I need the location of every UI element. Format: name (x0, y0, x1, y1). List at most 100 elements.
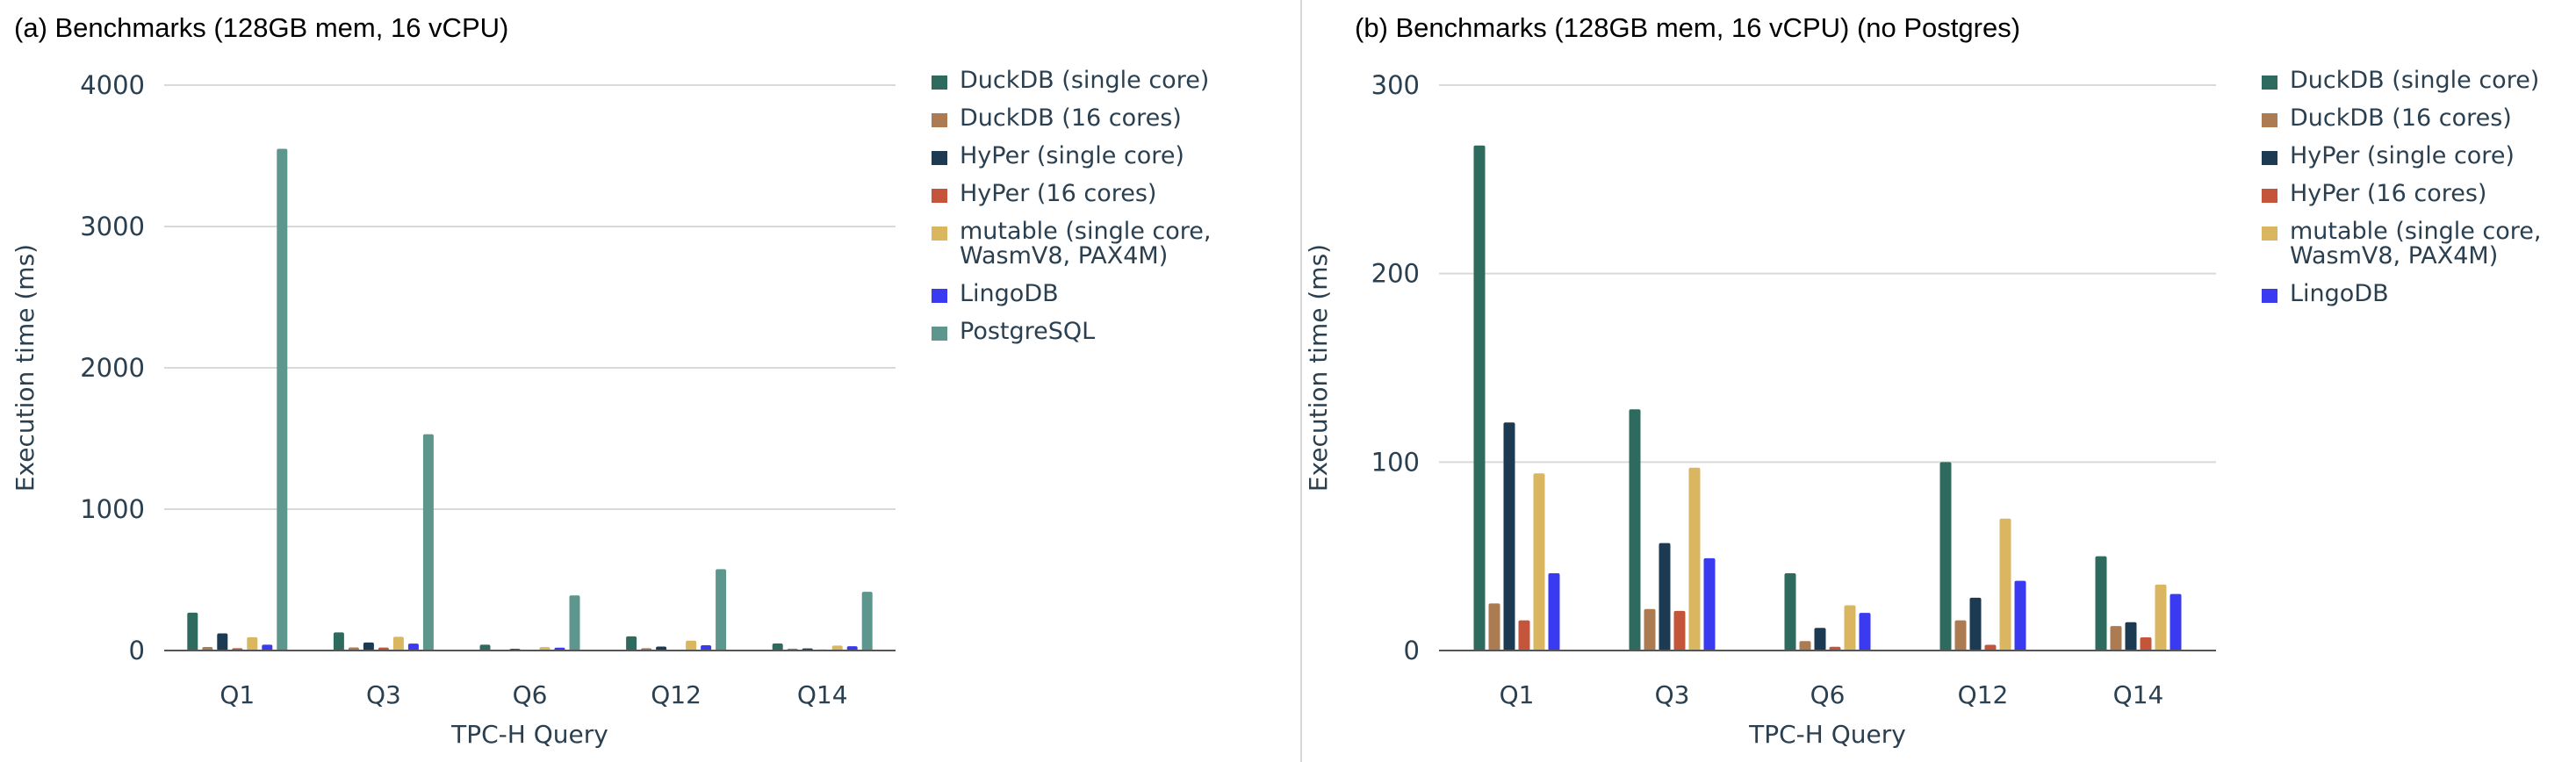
bar-duckdb-single-core-q12 (1939, 462, 1952, 651)
x-tick-label: Q14 (2113, 680, 2164, 709)
x-axis-title: TPC-H Query (1748, 720, 1906, 749)
bar-hyper-16-cores-q1 (1518, 620, 1530, 651)
bar-hyper-single-core-q3 (363, 642, 374, 651)
bar-lingodb-q3 (407, 643, 419, 651)
bar-duckdb-16-cores-q3 (1644, 608, 1656, 651)
legend-swatch (2262, 151, 2277, 165)
bar-duckdb-single-core-q1 (187, 612, 198, 651)
x-axis-title: TPC-H Query (450, 720, 608, 749)
legend-label: mutable (single core, WasmV8, PAX4M) (2290, 218, 2542, 270)
bar-lingodb-q1 (1548, 572, 1560, 651)
bar-duckdb-16-cores-q6 (1799, 641, 1811, 651)
legend-swatch (932, 226, 947, 241)
legend-item[interactable]: HyPer (single core) (932, 144, 1212, 169)
legend-swatch (2262, 113, 2277, 127)
bar-postgresql-q6 (569, 595, 580, 651)
bar-lingodb-q6 (1859, 613, 1871, 651)
y-tick-label: 0 (129, 636, 145, 665)
legend-item[interactable]: DuckDB (16 cores) (932, 106, 1212, 131)
chart-title: (b) Benchmarks (128GB mem, 16 vCPU) (no … (1355, 12, 2021, 43)
legend-swatch (932, 151, 947, 165)
legend-item[interactable]: PostgreSQL (932, 320, 1212, 344)
legend-label: mutable (single core, WasmV8, PAX4M) (960, 218, 1212, 270)
legend-item[interactable]: mutable (single core, WasmV8, PAX4M) (2262, 219, 2542, 269)
legend: DuckDB (single core) DuckDB (16 cores) HyP… (932, 68, 1212, 357)
y-tick-label: 300 (1371, 70, 1420, 100)
legend-label: DuckDB (16 cores) (2290, 104, 2512, 132)
bar-lingodb-q14 (2169, 593, 2182, 651)
y-tick-label: 100 (1371, 447, 1420, 477)
bar-mutable-single-core-wasmv8-pax4m-q3 (392, 636, 404, 651)
x-tick-label: Q1 (219, 680, 255, 709)
bar-postgresql-q3 (422, 434, 434, 651)
bar-mutable-single-core-wasmv8-pax4m-q6 (1844, 605, 1856, 651)
legend-swatch (932, 113, 947, 127)
legend-swatch (932, 189, 947, 203)
bar-chart-b: 0 100 200 300 Q1 Q3 Q6 Q12 Q14 TPC-H Query Executi… (1304, 70, 2216, 749)
bar-mutable-single-core-wasmv8-pax4m-q3 (1688, 467, 1701, 651)
bar-mutable-single-core-wasmv8-pax4m-q1 (1533, 473, 1545, 651)
legend-item[interactable]: LingoDB (2262, 282, 2542, 306)
legend-item[interactable]: DuckDB (single core) (932, 68, 1212, 93)
bar-hyper-16-cores-q14 (2140, 636, 2152, 651)
y-axis-title: Execution time (ms) (1304, 244, 1333, 492)
bar-duckdb-single-core-q14 (2095, 556, 2107, 651)
x-tick-label: Q12 (651, 680, 702, 709)
bar-postgresql-q14 (861, 592, 873, 651)
legend-item[interactable]: HyPer (single core) (2262, 144, 2542, 169)
legend-label: LingoDB (960, 280, 1059, 307)
legend-label: DuckDB (16 cores) (960, 104, 1182, 132)
bar-hyper-16-cores-q6 (1829, 646, 1841, 651)
legend-item[interactable]: DuckDB (single core) (2262, 68, 2542, 93)
x-tick-label: Q3 (366, 680, 401, 709)
bar-duckdb-single-core-q14 (772, 643, 783, 651)
bar-duckdb-single-core-q6 (1784, 572, 1796, 651)
bar-hyper-single-core-q1 (217, 633, 228, 651)
legend-label: HyPer (16 cores) (2290, 180, 2487, 207)
bar-hyper-single-core-q1 (1503, 422, 1515, 651)
bar-postgresql-q12 (716, 569, 727, 651)
panel-divider (1300, 0, 1302, 762)
y-tick-label: 2000 (80, 353, 145, 383)
legend-item[interactable]: mutable (single core, WasmV8, PAX4M) (932, 219, 1212, 269)
bar-hyper-single-core-q12 (656, 646, 667, 651)
bar-postgresql-q1 (277, 148, 288, 651)
legend-label: DuckDB (single core) (960, 67, 1210, 94)
bar-hyper-single-core-q14 (2125, 622, 2137, 651)
legend-swatch (932, 75, 947, 90)
y-tick-label: 200 (1371, 259, 1420, 289)
x-tick-label: Q1 (1500, 680, 1535, 709)
bar-duckdb-single-core-q6 (479, 644, 491, 651)
bar-duckdb-single-core-q12 (626, 636, 637, 651)
bar-hyper-single-core-q3 (1659, 543, 1671, 651)
bar-duckdb-16-cores-q12 (1954, 620, 1967, 651)
bar-lingodb-q1 (262, 644, 273, 651)
bar-mutable-single-core-wasmv8-pax4m-q14 (2155, 584, 2167, 651)
legend: DuckDB (single core) DuckDB (16 cores) HyP… (2262, 68, 2542, 320)
y-tick-label: 4000 (80, 70, 145, 100)
bar-mutable-single-core-wasmv8-pax4m-q12 (1999, 518, 2011, 651)
legend-item[interactable]: HyPer (16 cores) (2262, 182, 2542, 206)
bar-lingodb-q12 (2014, 580, 2026, 651)
legend-swatch (2262, 226, 2277, 241)
bar-duckdb-16-cores-q14 (2110, 626, 2122, 651)
legend-label: PostgreSQL (960, 318, 1096, 345)
x-tick-label: Q12 (1958, 680, 2009, 709)
y-tick-label: 1000 (80, 494, 145, 524)
legend-item[interactable]: DuckDB (16 cores) (2262, 106, 2542, 131)
legend-item[interactable]: HyPer (16 cores) (932, 182, 1212, 206)
legend-swatch (932, 327, 947, 341)
bar-lingodb-q14 (846, 646, 858, 651)
chart-panel-b: (b) Benchmarks (128GB mem, 16 vCPU) (no … (1302, 0, 2576, 762)
bar-lingodb-q3 (1703, 557, 1716, 651)
bar-lingodb-q12 (701, 645, 712, 651)
bar-duckdb-single-core-q3 (1629, 409, 1641, 651)
bar-hyper-single-core-q12 (1969, 597, 1982, 651)
bar-duckdb-16-cores-q1 (202, 646, 213, 651)
legend-item[interactable]: LingoDB (932, 282, 1212, 306)
legend-label: DuckDB (single core) (2290, 67, 2540, 94)
legend-label: LingoDB (2290, 280, 2389, 307)
bar-duckdb-single-core-q3 (333, 632, 344, 651)
y-tick-label: 0 (1404, 636, 1420, 665)
bar-mutable-single-core-wasmv8-pax4m-q14 (831, 645, 843, 651)
